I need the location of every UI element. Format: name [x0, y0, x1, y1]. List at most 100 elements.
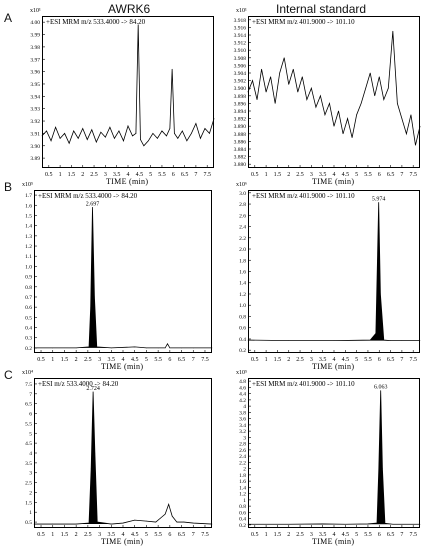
peak-fill [76, 391, 112, 525]
x-tick-label: 4 [333, 532, 336, 538]
x-tick-label: 2.5 [84, 357, 92, 363]
chromatogram-panel-b-right: 0.2 0.4 0.6 0.8 1.0 1.2 1.4 1.6 1.8 2.0 2.2 2.4 2.6 2… [236, 182, 421, 373]
data-point [383, 99, 385, 100]
y-tick-label: 1.0 [239, 303, 246, 309]
x-tick-label: 3.5 [319, 172, 327, 178]
data-point [247, 91, 249, 93]
x-tick-label: 4 [333, 357, 336, 363]
data-point [86, 139, 88, 140]
x-tick-label: 4 [122, 532, 125, 538]
x-axis-label: TIME (min) [312, 537, 355, 546]
x-tick-label: 7.5 [409, 172, 417, 178]
y-tick-label: 3.95 [30, 82, 40, 88]
y-tick-label: 3.92 [30, 119, 40, 125]
x-axis-label: TIME (min) [106, 177, 149, 186]
x-tick-label: 5 [355, 532, 358, 538]
y-tick-label: 4 [243, 404, 246, 410]
series-line [247, 202, 420, 342]
data-point [167, 343, 168, 345]
data-point [392, 523, 394, 525]
data-point [105, 136, 106, 138]
y-tick-label: 0.8 [239, 504, 246, 510]
data-point [374, 95, 376, 97]
data-point [148, 140, 149, 142]
transition-label: +ESI MRM m/z 401.9000 -> 101.10 [252, 192, 355, 200]
y-tick-label: 0.5 [25, 315, 32, 321]
x-tick-label: 5.5 [158, 172, 166, 178]
y-scale-label: x10¹ [236, 8, 247, 14]
data-point [265, 91, 267, 93]
y-tick-label: 2.4 [239, 454, 246, 460]
y-tick-label: 4.4 [239, 392, 246, 398]
x-tick-label: 5.5 [154, 532, 162, 538]
y-tick-label: 2 [29, 490, 32, 496]
y-tick-label: 0.6 [239, 326, 246, 332]
y-tick-label: 3.98 [30, 45, 40, 51]
y-tick-label: 1.6 [25, 203, 32, 209]
y-tick-label: 1.2 [25, 244, 32, 250]
x-tick-label: 0.5 [37, 532, 45, 538]
x-tick-label: 3.5 [108, 357, 116, 363]
data-point [342, 133, 344, 135]
data-point [46, 130, 47, 132]
plot-frame [42, 16, 214, 168]
y-tick-label: 0.2 [239, 348, 246, 354]
x-tick-label: 3 [98, 532, 101, 538]
y-tick-label: 0.6 [25, 305, 32, 311]
data-point [261, 68, 262, 70]
y-tick-label: 3.4 [239, 423, 246, 429]
y-tick-label: 4.00 [30, 20, 40, 26]
data-point [333, 125, 335, 127]
data-point [419, 340, 421, 341]
x-tick-label: 1.5 [61, 357, 69, 363]
y-tick-label: 4.5 [25, 441, 32, 447]
chromatogram-panel-a-left: 3.89 3.90 3.91 3.92 3.93 3.94 3.95 3.96 3.97 3.98… [30, 8, 215, 188]
y-tick-label: 3.908 [234, 56, 247, 62]
y-tick-label: 0.8 [25, 285, 32, 291]
x-tick-label: 3 [98, 357, 101, 363]
data-point [209, 133, 210, 134]
y-tick-label: 3.6 [239, 417, 246, 423]
y-scale-label: x10⁶ [236, 182, 248, 188]
data-point [297, 91, 299, 93]
data-point [96, 141, 97, 143]
chromatogram-svg: 0.2 0.3 0.4 0.5 0.6 0.7 0.8 0.9 1.0 1.1 1.2 1.3 1.4 1… [25, 190, 213, 363]
y-tick-label: 5 [29, 431, 32, 437]
y-tick-label: 3.89 [30, 156, 40, 162]
x-tick-label: 7 [192, 532, 195, 538]
column-title-awrk6: AWRK6 [108, 2, 151, 16]
y-tick-label: 1.1 [25, 254, 32, 260]
data-point [213, 118, 215, 119]
y-tick-label: 1.3 [25, 234, 32, 240]
data-point [94, 296, 95, 298]
plot-frame [34, 190, 212, 353]
y-tick-label: 1.2 [239, 492, 246, 498]
data-point [118, 130, 120, 132]
x-tick-label: 2 [75, 532, 78, 538]
y-scale-label: x10⁵ [236, 370, 248, 376]
x-tick-label: 0.5 [251, 357, 258, 363]
data-point [369, 72, 371, 74]
data-point [279, 72, 280, 74]
data-point [135, 133, 137, 134]
data-point [92, 207, 93, 208]
x-tick-label: 4 [127, 172, 130, 178]
x-tick-label: 7 [194, 172, 197, 178]
x-tick-label: 0.5 [45, 172, 53, 178]
x-tick-label: 7 [400, 172, 403, 178]
y-tick-label: 2.2 [239, 236, 246, 242]
data-point [109, 126, 111, 128]
data-point [146, 520, 147, 522]
data-point [419, 523, 421, 525]
x-tick-label: 7 [400, 532, 403, 538]
data-point [68, 142, 70, 144]
data-point [64, 133, 65, 134]
y-tick-label: 3.892 [234, 117, 247, 123]
y-tick-label: 1.6 [239, 270, 246, 276]
x-tick-label: 6 [378, 357, 381, 363]
transition-label: +ESI MRM m/z 401.9000 -> 101.10 [252, 18, 355, 26]
x-tick-label: 5.5 [364, 172, 372, 178]
x-tick-label: 4.5 [342, 532, 350, 538]
y-tick-label: 2.8 [239, 202, 246, 208]
